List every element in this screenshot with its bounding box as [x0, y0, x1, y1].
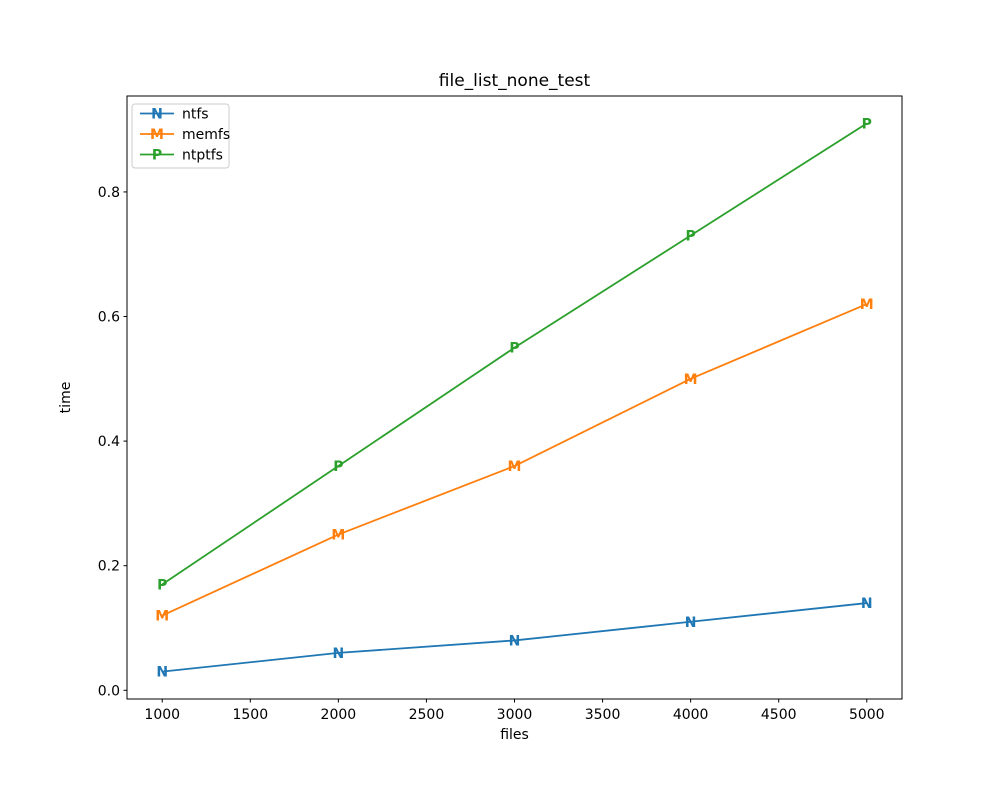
axes-frame [126, 95, 903, 700]
legend-marker-memfs: M [150, 127, 164, 143]
y-tick-label: 0.2 [98, 559, 120, 575]
series-marker-ntfs: N [509, 633, 521, 649]
series-marker-ntptfs: P [157, 577, 167, 593]
legend-marker-ntptfs: P [152, 148, 162, 164]
series-marker-memfs: M [860, 297, 874, 313]
legend-marker-ntfs: N [151, 107, 163, 123]
x-tick-label: 2000 [321, 707, 357, 723]
legend-label-memfs: memfs [182, 127, 230, 143]
y-tick-label: 0.6 [98, 310, 120, 326]
x-tick-label: 5000 [849, 707, 885, 723]
series-marker-ntptfs: P [862, 116, 872, 132]
series-line-ntfs [162, 602, 867, 673]
y-tick-label: 0.0 [98, 683, 120, 699]
x-tick-label: 4500 [761, 707, 797, 723]
y-axis-label: time [58, 382, 74, 414]
series-marker-ntfs: N [333, 646, 345, 662]
series-marker-ntfs: N [685, 615, 697, 631]
series-marker-ntptfs: P [686, 229, 696, 245]
x-tick-label: 2500 [409, 707, 445, 723]
y-tick-label: 0.8 [98, 185, 120, 201]
y-tick-label: 0.4 [98, 434, 120, 450]
series-line-ntptfs [161, 122, 868, 586]
series-marker-memfs: M [331, 528, 345, 544]
series-marker-memfs: M [155, 609, 169, 625]
x-tick-label: 1500 [232, 707, 268, 723]
series-marker-ntptfs: P [333, 459, 343, 475]
series-marker-ntfs: N [861, 596, 873, 612]
x-tick-label: 1000 [144, 707, 180, 723]
series-marker-memfs: M [684, 372, 698, 388]
series-line-memfs [161, 303, 868, 617]
series-marker-ntptfs: P [509, 341, 519, 357]
x-tick-label: 4000 [673, 707, 709, 723]
series-marker-memfs: M [508, 459, 522, 475]
chart-title: file_list_none_test [439, 71, 591, 91]
x-tick-label: 3000 [497, 707, 533, 723]
legend-label-ntfs: ntfs [182, 107, 209, 123]
x-axis-label: files [500, 727, 529, 743]
x-tick-label: 3500 [585, 707, 621, 723]
series-marker-ntfs: N [156, 665, 168, 681]
legend-label-ntptfs: ntptfs [182, 148, 223, 164]
legend-box [131, 103, 230, 169]
